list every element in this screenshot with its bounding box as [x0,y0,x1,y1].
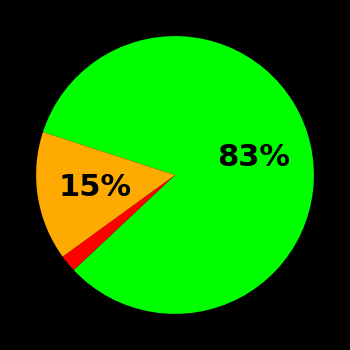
Wedge shape [43,36,314,314]
Wedge shape [36,132,175,257]
Text: 15%: 15% [59,173,132,202]
Text: 83%: 83% [217,143,290,172]
Wedge shape [63,175,175,270]
